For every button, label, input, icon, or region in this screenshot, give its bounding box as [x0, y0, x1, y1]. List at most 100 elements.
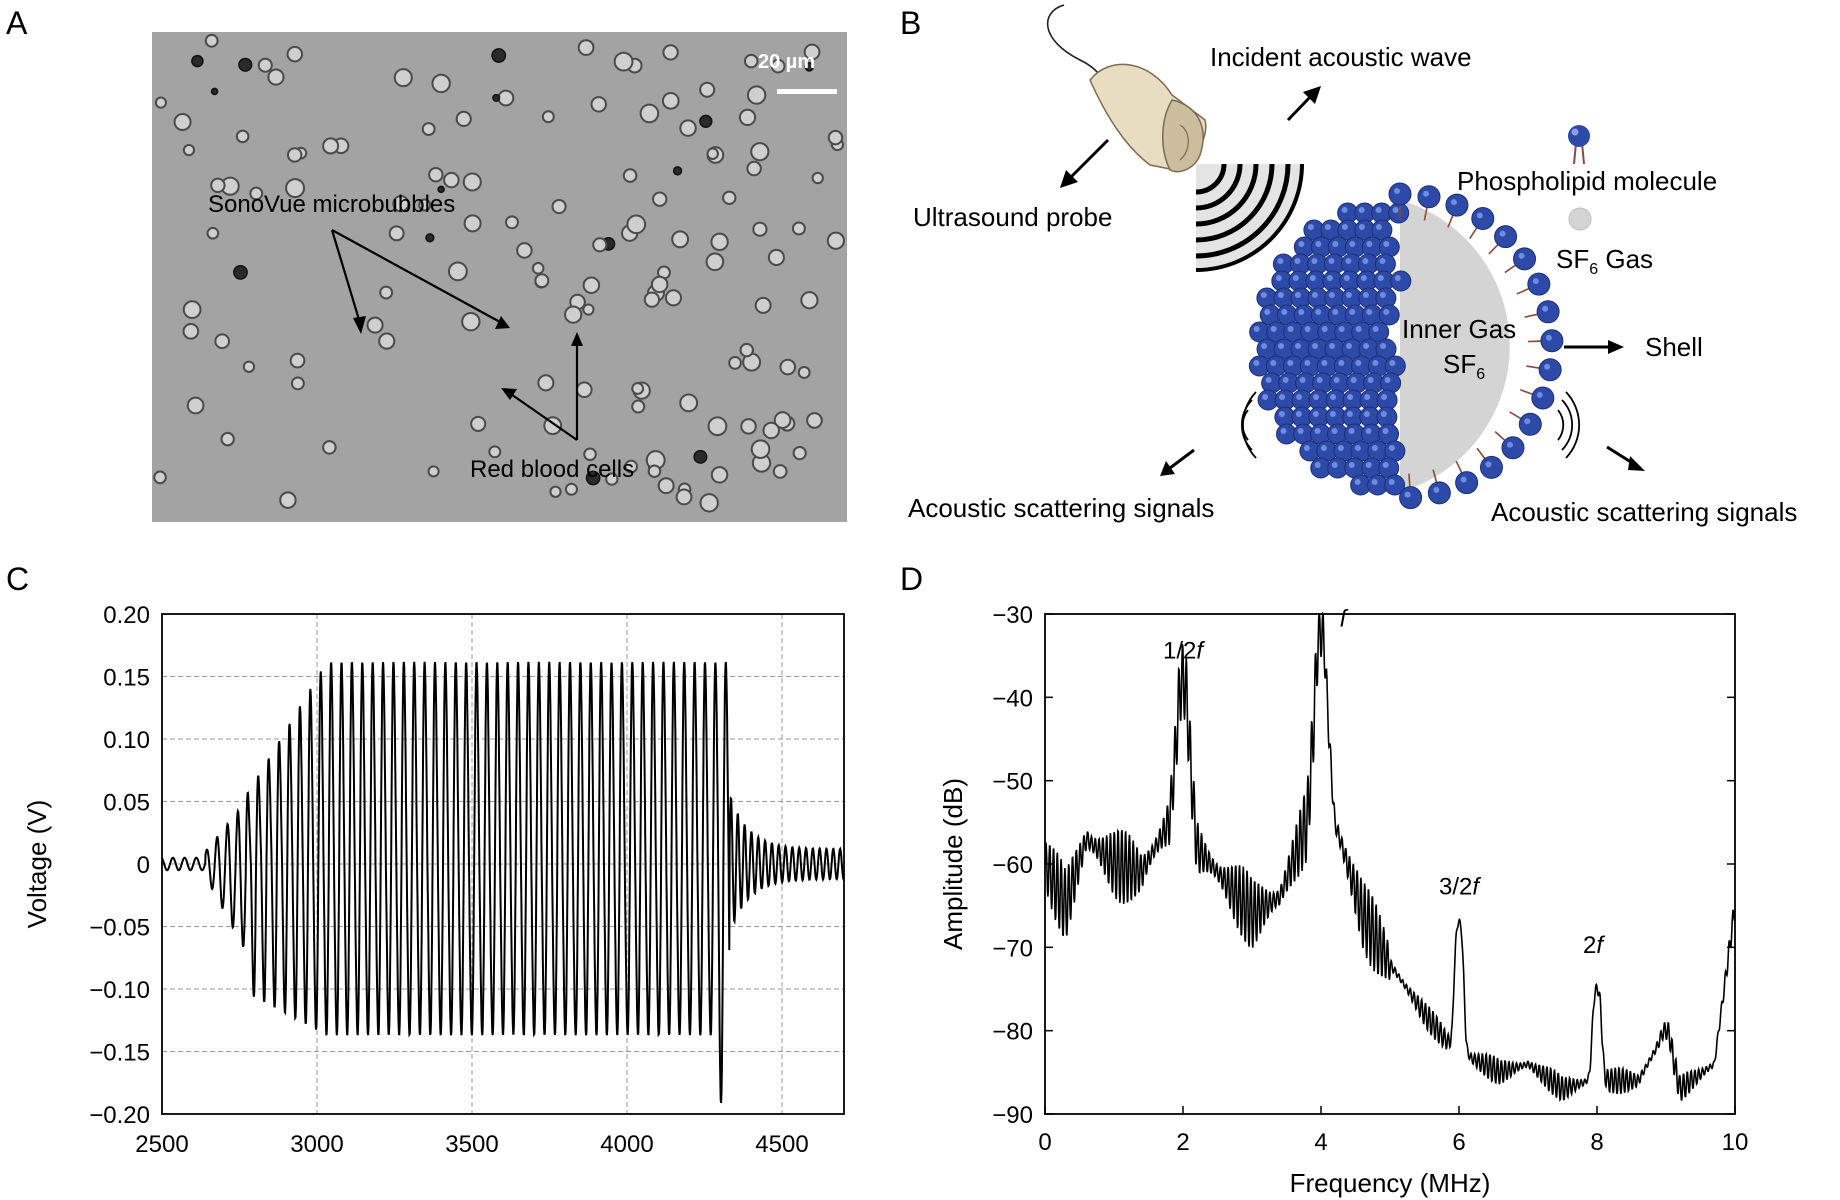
phospholipid-head	[1375, 287, 1397, 309]
sphere-highlight	[1366, 309, 1373, 315]
arrowhead	[1060, 170, 1078, 188]
microbubble	[693, 449, 708, 464]
x-tick-label: 4000	[600, 1131, 653, 1158]
red-blood-cell	[257, 57, 273, 73]
red-blood-cell	[285, 178, 306, 199]
red-blood-cell	[738, 108, 757, 127]
phospholipid-head	[1540, 329, 1564, 353]
microbubble	[210, 87, 219, 96]
red-blood-cell	[662, 44, 679, 61]
red-blood-cell	[779, 358, 797, 376]
sphere-highlight	[1394, 188, 1400, 194]
sphere-highlight	[1329, 343, 1336, 349]
phospholipid-head	[1417, 185, 1441, 209]
y-tick-label: −90	[992, 1102, 1033, 1129]
sphere-highlight	[1326, 275, 1333, 281]
microbubble	[672, 166, 683, 176]
peak-label: 1/2f	[1163, 638, 1205, 665]
microbubble	[804, 62, 815, 72]
sphere-highlight	[1262, 394, 1269, 400]
sphere-highlight	[1324, 224, 1331, 230]
red-blood-cell	[242, 360, 256, 373]
sphere-highlight	[1394, 275, 1401, 281]
x-tick-label: 2500	[135, 1131, 188, 1158]
y-tick-label: 0	[137, 852, 150, 879]
red-blood-cell	[803, 43, 821, 61]
sphere-highlight	[1350, 377, 1357, 383]
arrowhead	[1303, 86, 1321, 104]
sphere-highlight	[1260, 292, 1267, 298]
sphere-highlight	[1423, 190, 1430, 197]
annotation-arrows	[330, 229, 579, 441]
y-tick-label: −60	[992, 852, 1033, 879]
y-tick-label: 0.15	[103, 665, 150, 692]
sphere-highlight	[1341, 207, 1348, 213]
y-tick-label: −0.15	[89, 1040, 150, 1067]
scale-bar	[777, 89, 837, 94]
sphere-highlight	[1379, 258, 1386, 264]
sphere-highlight	[1545, 334, 1552, 341]
sphere-highlight	[1295, 411, 1302, 417]
panel-letter-b: B	[900, 5, 921, 41]
red-blood-cell	[388, 225, 405, 242]
sphere-highlight	[1313, 394, 1320, 400]
sphere-highlight	[1381, 394, 1388, 400]
red-blood-cell	[206, 226, 220, 240]
microbubble	[699, 114, 713, 128]
red-blood-cell	[652, 191, 668, 207]
sphere-highlight	[1329, 411, 1336, 417]
sphere-highlight	[1349, 309, 1356, 315]
sphere-highlight	[1358, 207, 1365, 213]
x-tick-label: 8	[1590, 1129, 1603, 1156]
red-blood-cell	[366, 316, 384, 334]
sphere-highlight	[1280, 428, 1287, 434]
y-tick-label: 0.10	[103, 727, 150, 754]
red-blood-cell	[826, 231, 845, 250]
sphere-highlight	[1348, 462, 1355, 468]
red-blood-cell	[214, 333, 231, 350]
x-tick-label: 4	[1314, 1129, 1327, 1156]
sphere-highlight	[1297, 428, 1304, 434]
sphere-highlight	[1328, 258, 1335, 264]
sphere-highlight	[1377, 275, 1384, 281]
red-blood-cell	[564, 482, 578, 496]
y-tick-label: −40	[992, 685, 1033, 712]
phospholipid-head	[1518, 412, 1542, 436]
sphere-highlight	[1315, 309, 1322, 315]
red-blood-cell	[531, 261, 545, 275]
red-blood-cell	[279, 491, 297, 509]
red-blood-cell	[461, 311, 481, 332]
microbubble	[238, 57, 253, 72]
y-tick-label: −0.10	[89, 977, 150, 1004]
sphere-highlight	[1312, 411, 1319, 417]
y-tick-label: −0.05	[89, 915, 150, 942]
y-axis-label: Amplitude (dB)	[938, 778, 968, 950]
sphere-highlight	[1355, 326, 1362, 332]
sphere-highlight	[1363, 411, 1370, 417]
sphere-highlight	[1278, 343, 1285, 349]
red-blood-cell	[643, 291, 661, 308]
red-blood-cell	[743, 53, 759, 69]
red-blood-cell	[773, 411, 792, 429]
sphere-highlight	[1346, 411, 1353, 417]
sphere-highlight	[1371, 479, 1378, 485]
red-blood-cell	[639, 103, 660, 124]
sphere-highlight	[1287, 326, 1294, 332]
red-blood-cell	[541, 110, 555, 124]
sphere-highlight	[1311, 258, 1318, 264]
red-blood-cell	[664, 289, 682, 307]
panel-a-micrograph: 20 µm SonoVue microbubbles Red blood cel…	[152, 32, 847, 522]
label-shell: Shell	[1645, 332, 1703, 362]
sphere-highlight	[1372, 326, 1379, 332]
phospholipid-head	[1479, 455, 1503, 479]
arrowhead	[495, 316, 510, 329]
sphere-highlight	[1388, 445, 1395, 451]
red-blood-cell	[657, 477, 675, 495]
sphere-highlight	[1270, 360, 1277, 366]
sphere-highlight	[1354, 479, 1361, 485]
red-blood-cell	[675, 488, 693, 506]
sphere-highlight	[1450, 199, 1457, 206]
scatter-waves-left	[1241, 391, 1257, 459]
sphere-highlight	[1383, 241, 1390, 247]
